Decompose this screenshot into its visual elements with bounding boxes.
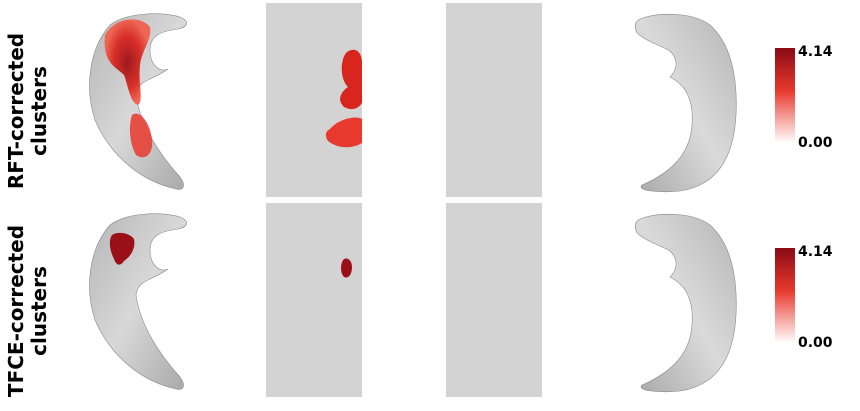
hippocampus-surface: [634, 13, 737, 193]
flat-map-left: [266, 203, 362, 397]
row-label-line2: clusters: [27, 66, 51, 156]
colorbar-max-label: 4.14: [798, 244, 833, 260]
cluster-blob: [109, 232, 135, 265]
flat-map-clusters: [341, 258, 352, 278]
hippocampus-surface: [634, 213, 737, 393]
surface-left-view: [89, 213, 187, 390]
row-tfce: TFCE-corrected clusters: [0, 200, 860, 400]
surface-right-view: [634, 213, 737, 393]
colorbar: [775, 48, 795, 143]
cluster-blob: [340, 49, 362, 110]
cluster-blob: [341, 258, 352, 278]
colorbar-min-label: 0.00: [798, 135, 833, 151]
colorbar-max-label: 4.14: [798, 44, 833, 60]
flat-map-right: [446, 3, 542, 197]
row-label: TFCE-corrected clusters: [4, 211, 51, 411]
surface-left-view: [89, 13, 187, 190]
row-rft: RFT-corrected clusters: [0, 0, 860, 200]
cluster-blob: [129, 113, 153, 158]
colorbar: [775, 248, 795, 343]
flat-map-clusters: [325, 49, 362, 148]
cluster-blob: [104, 19, 151, 105]
flat-map-left: [266, 3, 362, 197]
row-label-line2: clusters: [27, 266, 51, 356]
cluster-blob: [325, 117, 362, 148]
row-label-line1: RFT-corrected: [4, 32, 28, 190]
hippocampus-surface: [89, 213, 187, 390]
row-label: RFT-corrected clusters: [4, 11, 51, 211]
colorbar-min-label: 0.00: [798, 335, 833, 351]
row-label-line1: TFCE-corrected: [4, 224, 28, 398]
surface-right-view: [634, 13, 737, 193]
flat-map-right: [446, 203, 542, 397]
